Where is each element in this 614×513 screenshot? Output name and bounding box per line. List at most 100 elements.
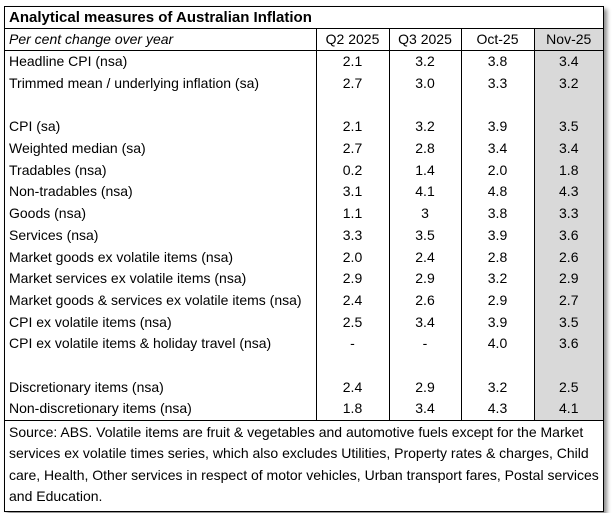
cell-value: 3.0 <box>388 72 461 95</box>
inflation-table-panel: Analytical measures of Australian Inflat… <box>4 6 604 512</box>
table-row <box>5 354 603 377</box>
cell-value <box>388 354 461 377</box>
cell-value: 2.9 <box>460 289 534 312</box>
cell-value: 4.0 <box>460 332 534 355</box>
cell-value: 2.7 <box>315 137 389 160</box>
inflation-table: Analytical measures of Australian Inflat… <box>5 7 603 421</box>
cell-value: 3.4 <box>533 50 603 73</box>
row-label: Non-tradables (nsa) <box>9 183 133 200</box>
column-header: Q2 2025 <box>315 28 389 51</box>
cell-value: 3.4 <box>460 137 534 160</box>
cell-value: 3.8 <box>460 202 534 225</box>
cell-value: 3.9 <box>460 224 534 247</box>
table-row: CPI ex volatile items (nsa) 2.5 3.4 3.9 3.5 <box>5 311 603 333</box>
cell-value: 2.7 <box>533 289 603 312</box>
cell-value: 4.3 <box>533 181 603 203</box>
column-header: Nov-25 <box>533 28 603 51</box>
row-label: Trimmed mean / underlying inflation (sa) <box>9 75 260 92</box>
cell-value: 2.5 <box>533 376 603 398</box>
cell-value: 0.2 <box>315 159 389 182</box>
cell-value: 3.2 <box>388 116 461 138</box>
row-label <box>5 355 316 377</box>
row-label: Services (nsa) <box>9 226 99 243</box>
row-label: Market services ex volatile items (nsa) <box>9 270 247 287</box>
column-header: Q3 2025 <box>388 28 461 51</box>
table-row: CPI ex volatile items & holiday travel (… <box>5 332 603 355</box>
row-label: Headline CPI (nsa) <box>9 53 128 70</box>
cell-value: 2.4 <box>315 289 389 312</box>
row-label: CPI ex volatile items (nsa) <box>9 313 172 330</box>
cell-value: 3.4 <box>388 311 461 333</box>
cell-value: 3.3 <box>460 72 534 95</box>
table-row: Non-discretionary items (nsa) 1.8 3.4 4.3 4.… <box>5 398 603 421</box>
cell-value: 3.5 <box>533 116 603 138</box>
cell-value <box>315 94 389 117</box>
cell-value: 3.9 <box>460 311 534 333</box>
cell-value: 3.2 <box>533 72 603 95</box>
cell-value: 3.4 <box>533 137 603 160</box>
cell-value: 2.9 <box>315 267 389 290</box>
cell-value: 1.8 <box>533 159 603 182</box>
table-row: Headline CPI (nsa) 2.1 3.2 3.8 3.4 <box>5 50 603 73</box>
cell-value: 3.2 <box>388 50 461 73</box>
cell-value <box>460 94 534 117</box>
header-row: Per cent change over year Q2 2025 Q3 202… <box>5 28 603 51</box>
cell-value <box>460 354 534 377</box>
cell-value: 2.4 <box>388 246 461 268</box>
cell-value: 3.6 <box>533 224 603 247</box>
cell-value: 3.1 <box>315 181 389 203</box>
cell-value: 2.0 <box>315 246 389 268</box>
cell-value: 1.4 <box>388 159 461 182</box>
cell-value: 3.9 <box>460 116 534 138</box>
row-label <box>5 94 316 116</box>
cell-value: 2.5 <box>315 311 389 333</box>
table-row: Trimmed mean / underlying inflation (sa)… <box>5 72 603 95</box>
cell-value: 4.3 <box>460 398 534 421</box>
row-label: Non-discretionary items (nsa) <box>5 398 316 421</box>
cell-value <box>315 354 389 377</box>
row-label: Goods (nsa) <box>9 205 87 222</box>
cell-value: 3.3 <box>315 224 389 247</box>
table-row: Market goods & services ex volatile item… <box>5 289 603 312</box>
column-header: Oct-25 <box>460 28 534 51</box>
cell-value: 3 <box>388 202 461 225</box>
header-label: Per cent change over year <box>5 28 316 51</box>
cell-value: 2.7 <box>315 72 389 95</box>
cell-value: 3.6 <box>533 332 603 355</box>
cell-value: 2.1 <box>315 116 389 138</box>
table-row: Services (nsa) 3.3 3.5 3.9 3.6 <box>5 224 603 247</box>
cell-value: 3.2 <box>460 376 534 398</box>
table-title: Analytical measures of Australian Inflat… <box>5 7 603 29</box>
cell-value: - <box>315 332 389 355</box>
cell-value: 3.5 <box>533 311 603 333</box>
cell-value <box>388 94 461 117</box>
cell-value: 4.8 <box>460 181 534 203</box>
row-label: Weighted median (sa) <box>9 140 146 157</box>
cell-value: 2.0 <box>460 159 534 182</box>
cell-value: 3.5 <box>388 224 461 247</box>
table-row: Tradables (nsa) 0.2 1.4 2.0 1.8 <box>5 159 603 182</box>
cell-value: 1.8 <box>315 398 389 421</box>
table-row: Weighted median (sa) 2.7 2.8 3.4 3.4 <box>5 137 603 160</box>
row-label: CPI ex volatile items & holiday travel (… <box>9 335 272 352</box>
table-row: Goods (nsa) 1.1 3 3.8 3.3 <box>5 202 603 225</box>
cell-value: 3.8 <box>460 50 534 73</box>
cell-value: 2.8 <box>460 246 534 268</box>
cell-value: 3.2 <box>460 267 534 290</box>
cell-value <box>533 354 603 377</box>
cell-value: 2.6 <box>388 289 461 312</box>
row-label: Discretionary items (nsa) <box>9 378 164 395</box>
table-row: Discretionary items (nsa) 2.4 2.9 3.2 2.5 <box>5 376 603 398</box>
cell-value: 2.6 <box>533 246 603 268</box>
cell-value: 4.1 <box>533 398 603 421</box>
cell-value: 2.8 <box>388 137 461 160</box>
cell-value: 2.9 <box>388 376 461 398</box>
cell-value: 2.9 <box>533 267 603 290</box>
table-row: Market services ex volatile items (nsa) 2… <box>5 267 603 290</box>
cell-value: 2.4 <box>315 376 389 398</box>
cell-value <box>533 94 603 117</box>
row-label: Tradables (nsa) <box>9 161 107 178</box>
table-row: CPI (sa) 2.1 3.2 3.9 3.5 <box>5 116 603 138</box>
cell-value: - <box>388 332 461 355</box>
table-row: Non-tradables (nsa) 3.1 4.1 4.8 4.3 <box>5 181 603 203</box>
